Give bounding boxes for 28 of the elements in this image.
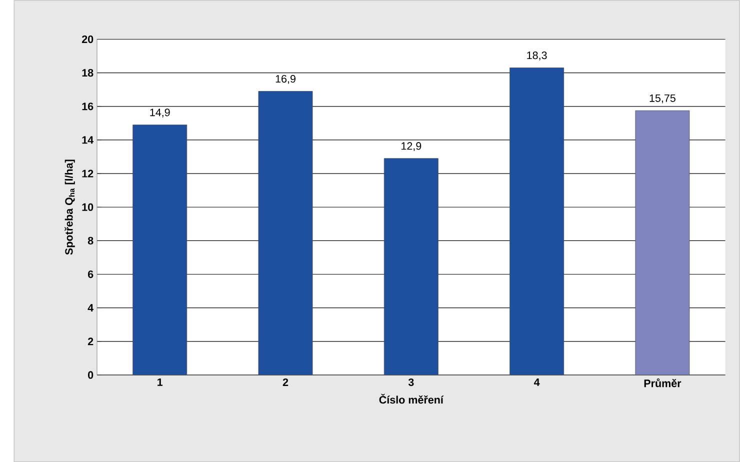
y-tick-label: 14	[82, 136, 94, 144]
x-tick-label: 3	[408, 378, 414, 386]
y-tick-label: 0	[88, 371, 94, 379]
y-tick-label: 20	[82, 35, 94, 43]
y-tick-label: 8	[88, 236, 94, 244]
x-tick-label: 2	[282, 378, 288, 386]
y-tick-label: 16	[82, 102, 94, 110]
data-label: 14,9	[150, 108, 170, 118]
bar	[258, 90, 313, 375]
data-label: 12,9	[402, 142, 422, 151]
y-tick-label: 6	[88, 270, 94, 278]
bar	[510, 67, 564, 375]
data-label: 18,3	[527, 51, 547, 60]
bar	[635, 110, 690, 375]
x-tick-label: 1	[158, 378, 163, 386]
bar	[132, 124, 188, 375]
y-axis-title: Spotřeba Q$_{ha}$ [l/ha]	[64, 160, 75, 255]
x-tick-label: Průměr	[644, 378, 682, 388]
bar	[384, 158, 438, 375]
x-tick-label: 4	[534, 378, 540, 386]
y-tick-label: 10	[82, 203, 94, 211]
y-tick-label: 2	[88, 337, 94, 345]
data-label: 15,75	[650, 94, 676, 104]
y-tick-label: 4	[88, 304, 94, 312]
y-tick-label: 18	[82, 68, 94, 76]
x-axis-title: Číslo měření	[379, 394, 444, 404]
y-tick-label: 12	[82, 170, 94, 178]
data-label: 16,9	[276, 74, 296, 84]
